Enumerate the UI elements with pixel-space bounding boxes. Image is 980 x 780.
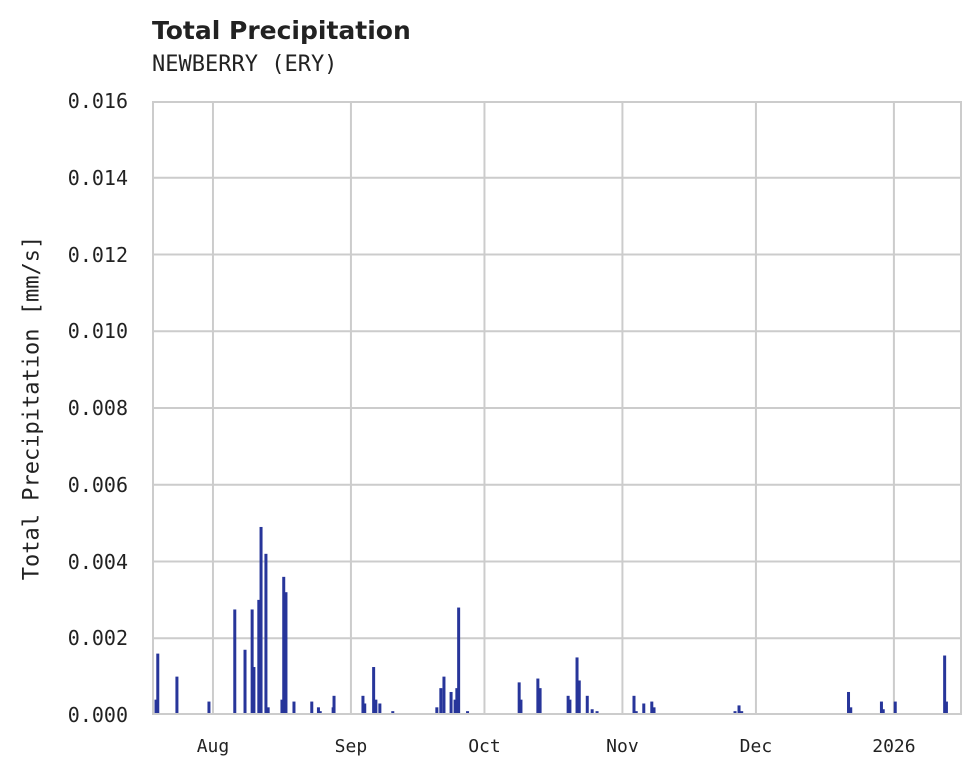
precip-bar: [257, 599, 261, 713]
precip-bar: [566, 695, 570, 713]
x-tick-label: Aug: [196, 736, 230, 757]
precip-bar: [207, 701, 211, 713]
precip-bar: [318, 711, 322, 713]
precip-bar: [632, 695, 636, 713]
precip-bar: [893, 701, 897, 713]
precip-bar: [250, 609, 254, 713]
precip-bar: [737, 705, 741, 713]
precip-bar: [733, 711, 737, 713]
precip-bar: [847, 691, 851, 713]
precip-bar: [849, 707, 853, 713]
precip-bar: [372, 667, 376, 713]
y-tick-label: 0.012: [67, 242, 128, 267]
precip-bar: [243, 649, 247, 713]
precip-bar: [455, 688, 459, 713]
precip-bar: [259, 526, 263, 713]
precip-bar: [374, 699, 378, 713]
precip-bar: [439, 688, 443, 713]
precip-bar: [740, 711, 744, 713]
precip-bar: [590, 709, 594, 713]
x-tick-label: Nov: [606, 736, 639, 757]
precip-bar: [233, 609, 237, 713]
precip-bar: [538, 688, 542, 713]
precip-bar: [536, 678, 540, 713]
x-tick-label: Oct: [468, 736, 501, 757]
precip-bar: [575, 657, 579, 713]
precip-bar: [280, 699, 284, 713]
precip-bar: [634, 711, 638, 713]
precip-bar: [881, 709, 885, 713]
y-axis-label: Total Precipitation [mm/s]: [19, 235, 45, 581]
precip-bar: [457, 607, 461, 713]
precip-bar: [568, 699, 572, 713]
precip-bar: [264, 553, 268, 713]
precip-bar: [595, 711, 599, 713]
precip-bar: [442, 676, 446, 713]
precip-bar: [378, 703, 382, 713]
precip-bar: [449, 691, 453, 713]
precip-bar: [332, 695, 336, 713]
y-tick-label: 0.010: [67, 319, 128, 344]
precip-bar: [519, 699, 523, 713]
precip-bar: [156, 653, 160, 713]
precip-bar: [577, 680, 581, 713]
precip-bar: [316, 707, 320, 713]
precip-bar: [435, 707, 439, 713]
y-tick-label: 0.006: [67, 472, 128, 497]
y-tick-label: 0.016: [67, 89, 128, 113]
chart-title: Total Precipitation: [152, 16, 411, 45]
precip-bar: [284, 592, 288, 713]
precip-bar: [944, 701, 948, 713]
plot-area: [152, 101, 962, 715]
precip-bar: [175, 676, 179, 713]
precip-bar: [282, 576, 286, 713]
precip-bar: [879, 701, 883, 713]
y-tick-label: 0.000: [67, 703, 128, 727]
precip-bar: [650, 701, 654, 713]
precip-bar: [154, 699, 158, 713]
y-tick-label: 0.004: [67, 549, 128, 574]
y-tick-label: 0.002: [67, 626, 128, 651]
chart-subtitle: NEWBERRY (ERY): [152, 52, 338, 77]
precip-bar: [943, 655, 947, 713]
precip-bar: [585, 695, 589, 713]
precip-bar: [453, 699, 457, 713]
y-tick-label: 0.008: [67, 396, 128, 420]
y-tick-label: 0.014: [67, 165, 128, 190]
x-tick-label: Dec: [739, 736, 773, 757]
x-tick-label: Sep: [334, 736, 368, 757]
precip-bar: [266, 707, 270, 713]
x-tick-label: 2026: [872, 736, 916, 757]
precip-bar: [652, 707, 656, 713]
precip-bar: [361, 695, 365, 713]
precip-bar: [252, 667, 256, 713]
precip-bar: [391, 711, 395, 713]
precip-bar: [517, 682, 521, 713]
precipitation-bars: [154, 103, 960, 713]
precip-bar: [310, 701, 314, 713]
precip-bar: [292, 701, 296, 713]
precip-bar: [363, 703, 367, 713]
precip-bar: [642, 703, 646, 713]
precip-bar: [466, 711, 470, 713]
